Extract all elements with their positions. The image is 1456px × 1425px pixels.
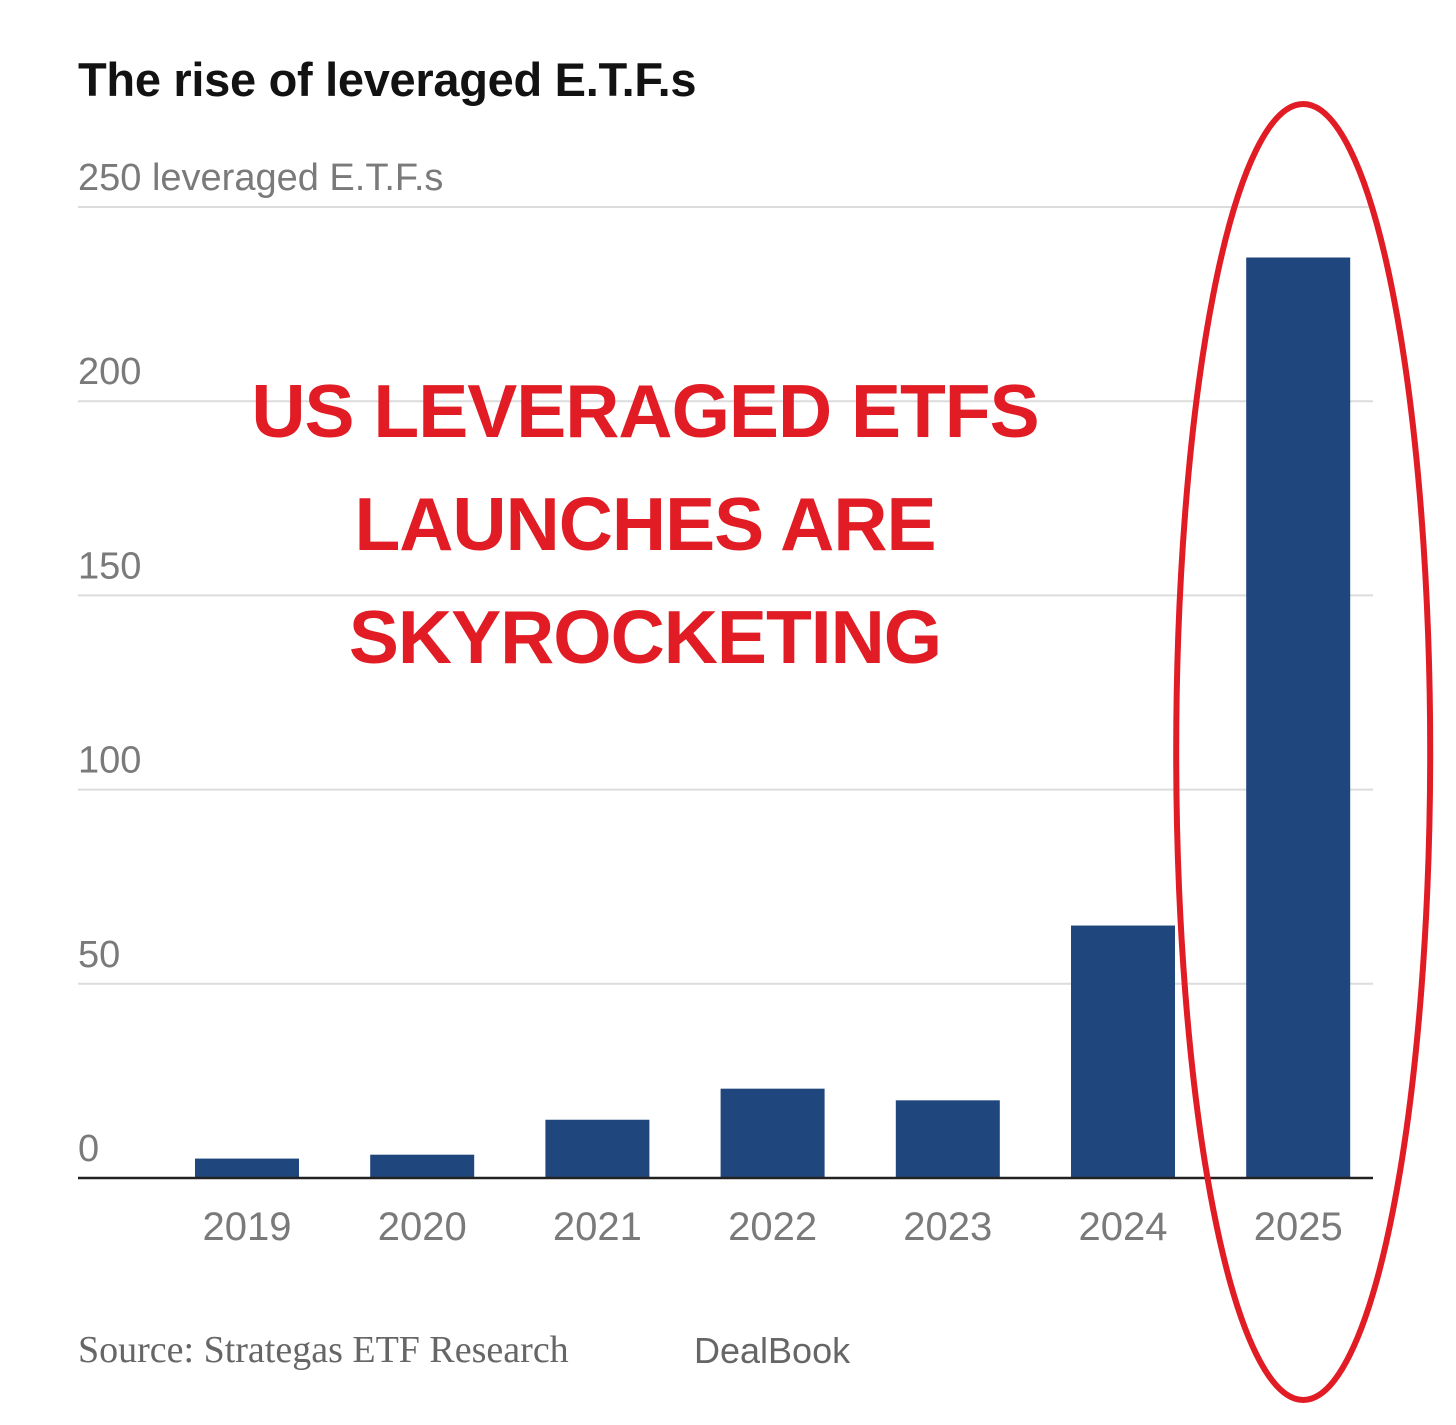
y-tick-label: 100 — [78, 740, 141, 782]
x-tick-label: 2024 — [1079, 1205, 1168, 1249]
x-tick-label: 2025 — [1254, 1205, 1343, 1249]
bar-2023 — [895, 1100, 1000, 1178]
credit-label: DealBook — [694, 1330, 851, 1371]
chart-title: The rise of leveraged E.T.F.s — [78, 53, 697, 106]
bar-2022 — [720, 1088, 825, 1178]
x-tick-label: 2022 — [728, 1205, 817, 1249]
annotation-line: SKYROCKETING — [348, 595, 942, 679]
x-tick-label: 2021 — [553, 1205, 642, 1249]
annotation-text: US LEVERAGED ETFS LAUNCHES ARE SKYROCKET… — [240, 355, 1050, 694]
bar-2025 — [1246, 257, 1351, 1178]
bar-2024 — [1071, 925, 1175, 1178]
bar-2020 — [370, 1154, 475, 1178]
y-tick-label: 250 leveraged E.T.F.s — [78, 157, 443, 199]
y-tick-label: 50 — [78, 934, 120, 976]
annotation-line: LAUNCHES ARE — [354, 482, 936, 566]
x-tick-label: 2023 — [903, 1205, 992, 1249]
bar-2019 — [195, 1158, 299, 1178]
annotation-line: US LEVERAGED ETFS — [251, 369, 1039, 453]
x-tick-label: 2020 — [378, 1205, 467, 1249]
x-tick-label: 2019 — [203, 1205, 292, 1249]
source-note: Source: Strategas ETF Research — [78, 1329, 569, 1371]
bar-2021 — [545, 1119, 650, 1178]
y-tick-label: 150 — [78, 545, 141, 587]
highlight-ellipse — [1173, 101, 1434, 1403]
y-tick-label: 0 — [78, 1128, 99, 1170]
y-tick-label: 200 — [78, 351, 141, 393]
